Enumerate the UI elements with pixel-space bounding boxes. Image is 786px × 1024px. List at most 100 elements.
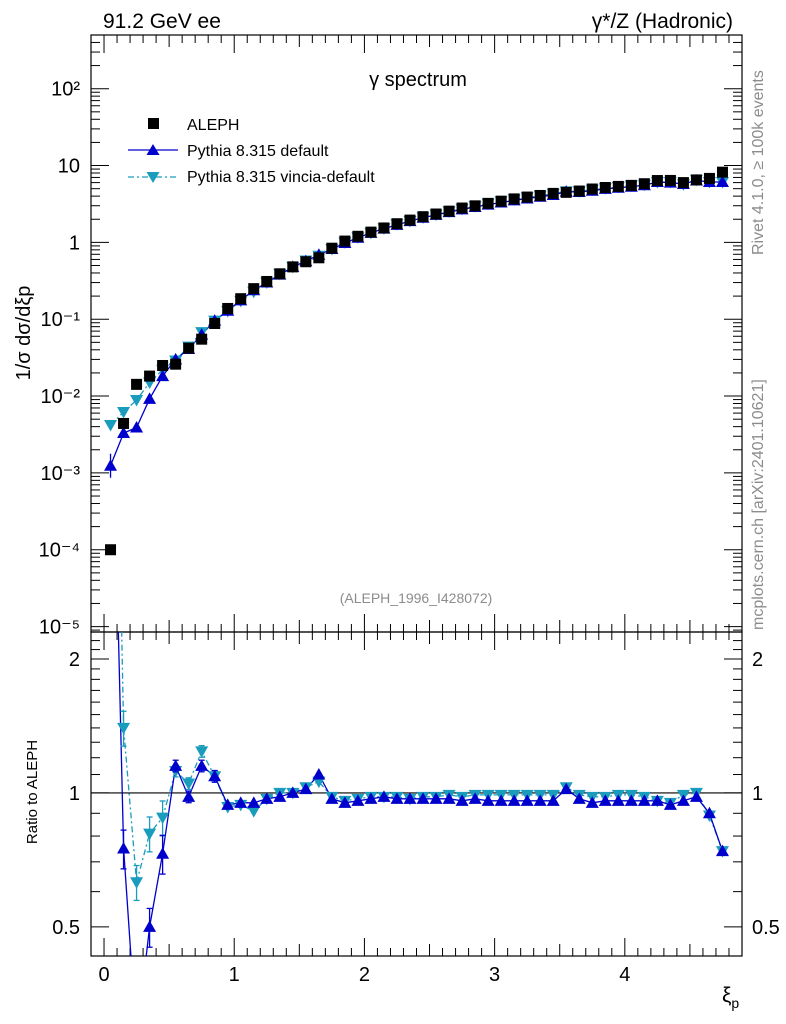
- main-y-tick-label: 1: [69, 232, 80, 254]
- pythia-default-ratio-point: [650, 794, 664, 806]
- pythia-default-ratio-point: [325, 792, 339, 804]
- pythia-default-ratio-point: [494, 794, 508, 806]
- aleph-data-point: [482, 197, 494, 209]
- pythia-default-ratio-point: [416, 792, 430, 804]
- legend-label-aleph: ALEPH: [187, 117, 239, 134]
- legend-marker-pythia-default: [146, 144, 160, 155]
- pythia-default-ratio-point: [221, 798, 235, 810]
- vincia-ratio-point: [195, 746, 209, 758]
- ratio-y-tick-label-right: 0.5: [752, 917, 780, 939]
- ratio-y-axis-label: Ratio to ALEPH: [24, 740, 41, 844]
- pythia-default-point: [130, 420, 144, 433]
- vincia-ratio-point: [117, 722, 131, 735]
- pythia-default-ratio-point: [260, 792, 274, 804]
- aleph-data-point: [248, 283, 260, 295]
- pythia-default-point: [143, 392, 157, 404]
- pythia-default-ratio-point: [520, 794, 534, 806]
- pythia-default-ratio-point: [429, 792, 443, 804]
- aleph-data-point: [287, 261, 299, 273]
- pythia-default-ratio-point: [312, 768, 326, 780]
- pythia-default-ratio-point: [455, 794, 469, 806]
- aleph-data-point: [339, 235, 351, 247]
- vincia-ratio-point: [312, 776, 326, 789]
- analysis-id: (ALEPH_1996_I428072): [340, 590, 493, 606]
- x-tick-label: 2: [359, 964, 370, 986]
- aleph-data-point: [495, 195, 507, 207]
- header-left: 91.2 GeV ee: [103, 10, 221, 33]
- pythia-default-ratio-point: [442, 792, 456, 804]
- aleph-data-point: [222, 302, 234, 314]
- aleph-data-point: [274, 268, 286, 280]
- aleph-data-point: [612, 180, 624, 192]
- pythia-default-ratio-point: [598, 794, 612, 806]
- x-tick-label: 0: [98, 964, 109, 986]
- pythia-default-series-line: [109, 179, 723, 466]
- pythia-default-ratio-point: [624, 794, 638, 806]
- pythia-default-ratio-point: [507, 794, 521, 806]
- main-plot-panel: γ spectrum (ALEPH_1996_I428072) 1/σ dσ/d…: [13, 34, 743, 639]
- pythia-default-ratio-point: [676, 794, 690, 806]
- vincia-ratio-point: [156, 812, 170, 825]
- x-axis-label: ξp: [722, 984, 739, 1011]
- ratio-y-tick-label-right: 1: [752, 783, 763, 805]
- plot-title: γ spectrum: [369, 69, 467, 91]
- pythia-default-ratio-point: [585, 796, 599, 808]
- aleph-data-point: [404, 214, 416, 226]
- pythia-default-ratio-point: [273, 790, 287, 802]
- pythia-default-ratio-point: [611, 794, 625, 806]
- pythia-default-ratio-point: [702, 806, 716, 819]
- legend-label-vincia: Pythia 8.315 vincia-default: [187, 169, 375, 186]
- vincia-point: [130, 394, 144, 407]
- x-tick-label: 1: [229, 964, 240, 986]
- pythia-default-ratio-point: [468, 792, 482, 804]
- pythia-default-ratio-point: [390, 792, 404, 804]
- aleph-data-point: [677, 177, 689, 189]
- aleph-data-point: [638, 178, 650, 190]
- aleph-data-point: [313, 252, 325, 264]
- ratio-y-tick-label-right: 2: [752, 649, 763, 671]
- pythia-default-ratio-point: [715, 844, 729, 857]
- pythia-default-point: [156, 369, 170, 382]
- pythia-default-ratio-point: [234, 796, 248, 808]
- ratio-plot-panel: Ratio to ALEPH ξp 0.5 0.5 1 1 2 2 0 1 2 3 4: [24, 631, 780, 1011]
- ratio-y-tick-label-left: 2: [69, 649, 80, 671]
- aleph-data-point: [157, 359, 169, 371]
- pythia-default-ratio-line: [117, 632, 724, 956]
- pythia-default-ratio-point: [156, 847, 170, 859]
- pythia-default-ratio-point: [351, 794, 365, 806]
- x-tick-label: 4: [619, 964, 630, 986]
- aleph-data-point: [183, 342, 195, 354]
- pythia-default-ratio-point: [533, 794, 547, 806]
- ratio-y-tick-label-left: 1: [69, 783, 80, 805]
- main-y-tick-label: 10⁻⁴: [39, 540, 80, 562]
- side-label-top: Rivet 4.1.0, ≥ 100k events: [750, 70, 767, 255]
- pythia-default-ratio-point: [403, 792, 417, 804]
- aleph-data-point: [235, 293, 247, 305]
- pythia-default-ratio-point: [286, 786, 300, 798]
- pythia-default-ratio-point: [559, 782, 573, 795]
- aleph-data-point: [144, 370, 156, 382]
- pythia-default-ratio-point: [338, 796, 352, 808]
- pythia-default-ratio-point: [169, 759, 183, 771]
- x-tick-label: 3: [489, 964, 500, 986]
- aleph-data-point: [586, 183, 598, 195]
- pythia-default-ratio-point: [546, 794, 560, 806]
- pythia-default-ratio-point: [247, 796, 261, 808]
- aleph-data-point: [573, 185, 585, 197]
- aleph-data-point: [209, 317, 221, 329]
- main-y-tick-label: 10⁻³: [41, 463, 81, 485]
- legend-label-pythia-default: Pythia 8.315 default: [187, 143, 329, 160]
- aleph-data-point: [716, 166, 728, 178]
- vincia-series-line: [110, 179, 723, 426]
- aleph-data-point: [560, 186, 572, 198]
- pythia-default-ratio-point: [299, 782, 313, 795]
- pythia-default-ratio-point: [663, 798, 677, 810]
- pythia-default-point: [117, 426, 131, 439]
- pythia-default-ratio-point: [117, 842, 131, 854]
- aleph-data-point: [196, 333, 208, 345]
- main-y-tick-label: 10⁻¹: [41, 309, 81, 331]
- aleph-data-point: [105, 544, 117, 556]
- pythia-default-ratio-point: [195, 759, 209, 771]
- aleph-data-point: [131, 378, 143, 390]
